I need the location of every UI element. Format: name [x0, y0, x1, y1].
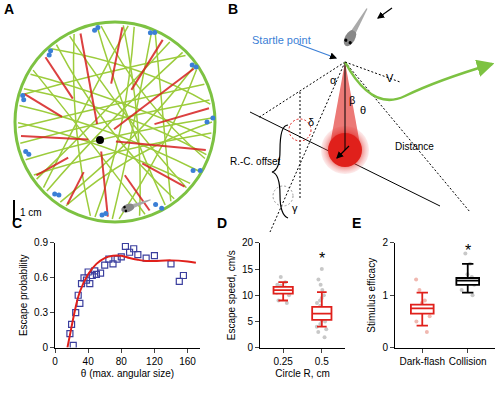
svg-text:1: 1 [382, 290, 388, 301]
svg-text:γ: γ [292, 202, 298, 214]
svg-text:E: E [352, 215, 361, 231]
svg-text:Escape probability: Escape probability [18, 254, 29, 336]
svg-text:120: 120 [146, 356, 163, 367]
svg-text:Escape speed, cm/s: Escape speed, cm/s [226, 250, 237, 340]
svg-text:0.9: 0.9 [34, 237, 48, 248]
svg-text:C: C [12, 215, 22, 231]
svg-text:40: 40 [83, 356, 95, 367]
svg-text:5: 5 [247, 316, 253, 327]
svg-text:15: 15 [242, 264, 254, 275]
svg-text:θ (max. angular size): θ (max. angular size) [81, 368, 174, 379]
svg-text:Startle point: Startle point [252, 34, 311, 46]
svg-text:A: A [4, 1, 14, 17]
svg-text:0: 0 [52, 356, 58, 367]
svg-text:0: 0 [247, 342, 253, 353]
svg-text:θ: θ [360, 104, 366, 116]
svg-text:α: α [330, 74, 337, 86]
svg-text:0.5: 0.5 [315, 356, 329, 367]
svg-text:*: * [319, 250, 325, 267]
svg-text:*: * [465, 242, 471, 259]
svg-text:2: 2 [382, 237, 388, 248]
svg-text:D: D [217, 215, 227, 231]
svg-text:B: B [228, 1, 238, 17]
svg-text:10: 10 [242, 290, 254, 301]
svg-text:160: 160 [179, 356, 196, 367]
svg-text:V: V [386, 72, 394, 84]
svg-text:Circle R, cm: Circle R, cm [275, 368, 329, 379]
svg-text:0: 0 [42, 342, 48, 353]
svg-text:0: 0 [382, 342, 388, 353]
svg-text:20: 20 [242, 237, 254, 248]
svg-text:δ: δ [308, 116, 314, 128]
svg-text:Dark-flash: Dark-flash [399, 356, 445, 367]
svg-text:1 cm: 1 cm [20, 207, 42, 218]
svg-text:Stimulus efficacy: Stimulus efficacy [366, 258, 377, 333]
svg-text:Collision: Collision [449, 356, 487, 367]
svg-text:β: β [349, 94, 355, 106]
svg-text:0.3: 0.3 [34, 307, 48, 318]
svg-text:R.-C. offset: R.-C. offset [230, 156, 281, 167]
svg-text:0.6: 0.6 [34, 272, 48, 283]
svg-text:80: 80 [116, 356, 128, 367]
svg-text:Distance: Distance [395, 141, 434, 152]
svg-text:0.25: 0.25 [273, 356, 293, 367]
